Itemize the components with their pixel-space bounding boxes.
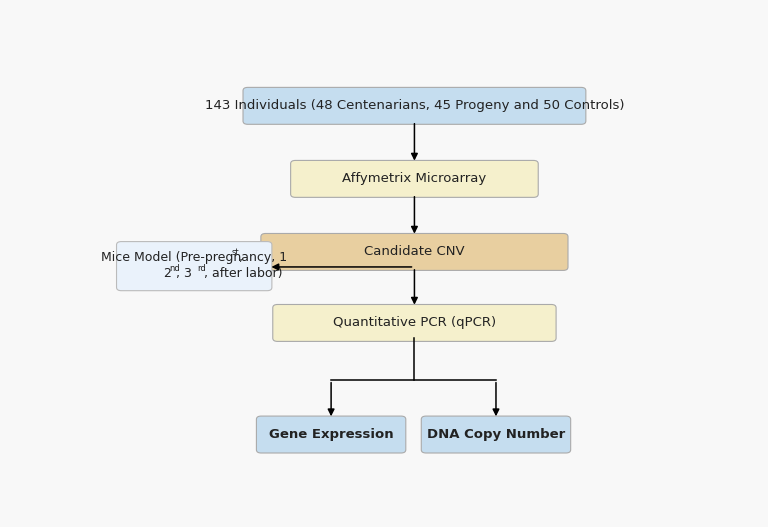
Text: , 3: , 3: [177, 267, 192, 280]
Text: , after labor): , after labor): [204, 267, 283, 280]
FancyBboxPatch shape: [422, 416, 571, 453]
FancyBboxPatch shape: [273, 305, 556, 341]
Text: st: st: [232, 248, 240, 257]
Text: 2: 2: [164, 267, 171, 280]
FancyBboxPatch shape: [261, 233, 568, 270]
Text: Affymetrix Microarray: Affymetrix Microarray: [343, 172, 487, 186]
Text: Mice Model (Pre-pregnancy, 1: Mice Model (Pre-pregnancy, 1: [101, 251, 287, 264]
Text: nd: nd: [169, 264, 180, 273]
Text: rd: rd: [197, 264, 206, 273]
Text: Candidate CNV: Candidate CNV: [364, 246, 465, 258]
FancyBboxPatch shape: [117, 241, 272, 291]
Text: 143 Individuals (48 Centenarians, 45 Progeny and 50 Controls): 143 Individuals (48 Centenarians, 45 Pro…: [205, 100, 624, 112]
Text: DNA Copy Number: DNA Copy Number: [427, 428, 565, 441]
Text: Quantitative PCR (qPCR): Quantitative PCR (qPCR): [333, 316, 496, 329]
Text: Gene Expression: Gene Expression: [269, 428, 393, 441]
FancyBboxPatch shape: [243, 87, 586, 124]
Text: ,: ,: [239, 251, 243, 264]
FancyBboxPatch shape: [257, 416, 406, 453]
FancyBboxPatch shape: [290, 160, 538, 197]
